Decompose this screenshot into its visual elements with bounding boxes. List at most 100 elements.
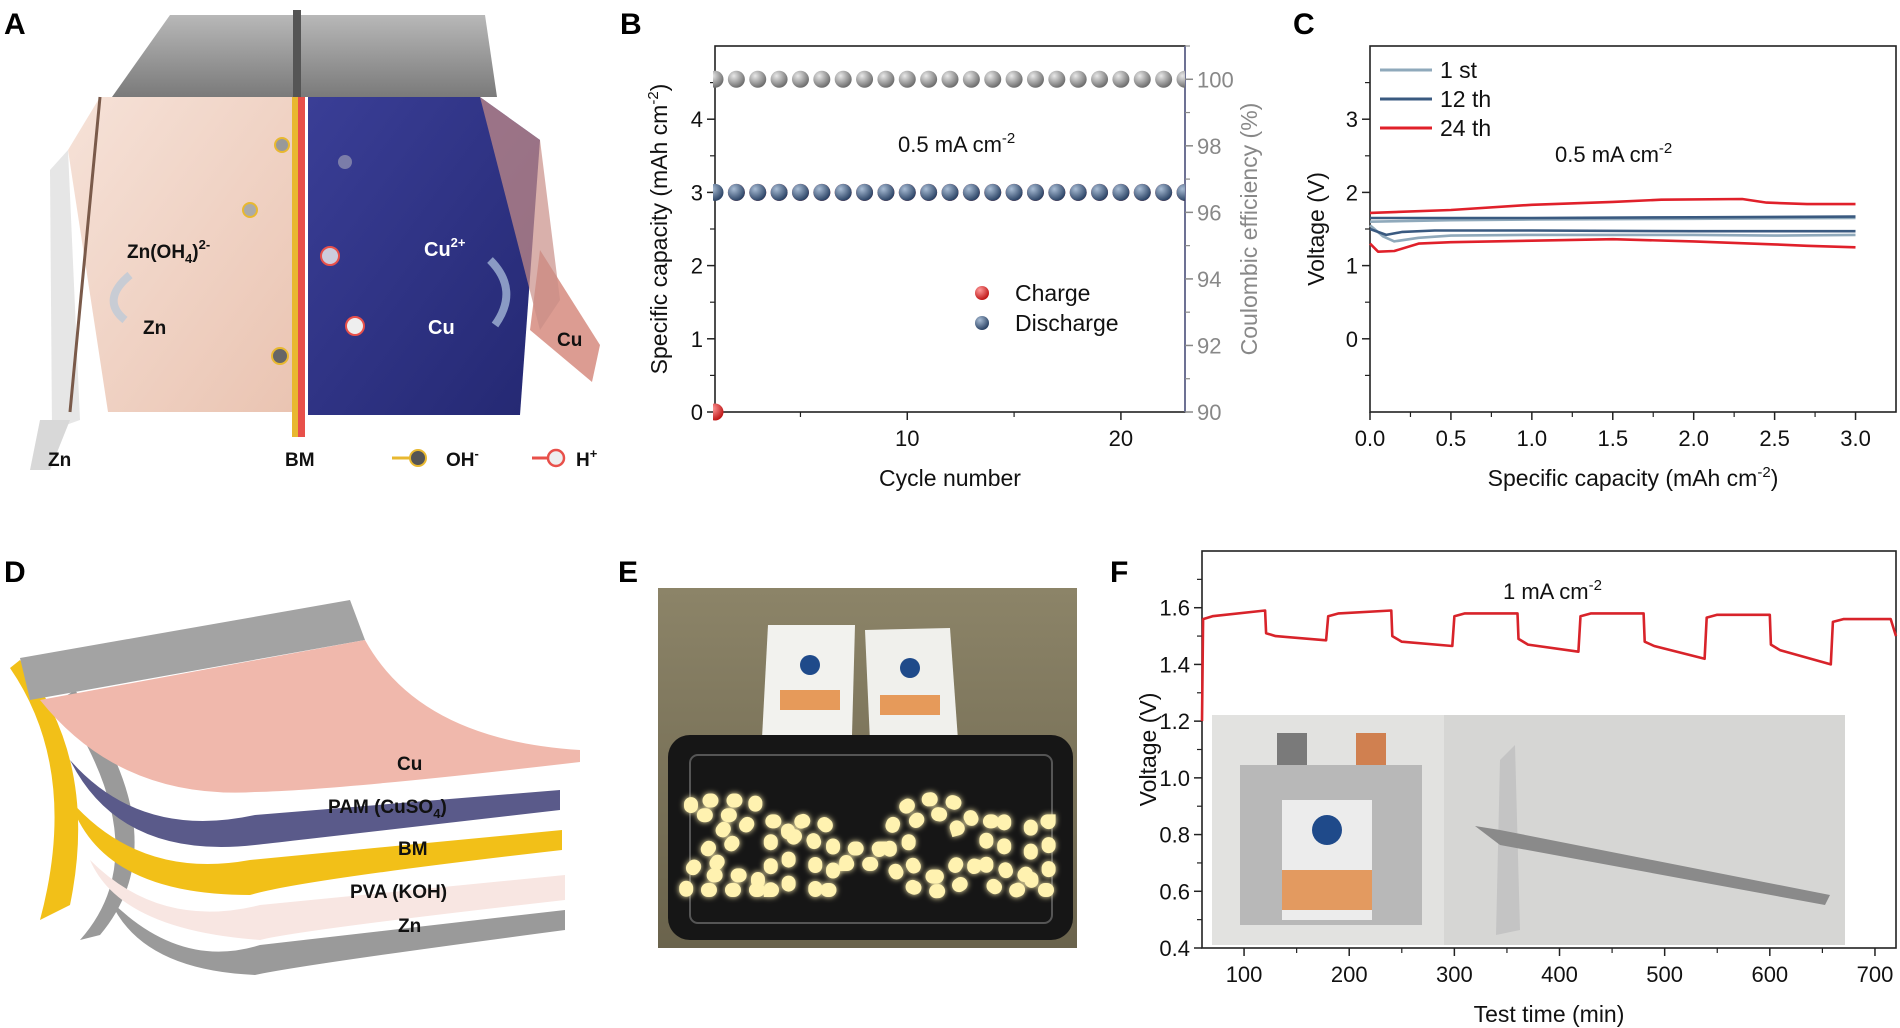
zn-top-band — [20, 600, 365, 700]
data-point-discharge — [962, 183, 980, 201]
zn-hydroxide-label: Zn(OH4)2- — [127, 237, 210, 266]
x-tick-label: 1.0 — [1517, 426, 1548, 451]
layer-label-pam: PAM (CuSO4) — [328, 797, 447, 821]
panel-label-f: F — [1110, 556, 1128, 589]
annotation: 1 mA cm-2 — [1503, 577, 1602, 604]
series-line-24-th-discharge — [1369, 237, 1856, 253]
oh-ion-icon — [242, 137, 290, 365]
data-point-coulombic-efficiency — [1005, 70, 1023, 88]
y2-tick-label: 100 — [1197, 67, 1234, 92]
legend-label: 24 th — [1440, 115, 1491, 141]
data-point-discharge — [1112, 183, 1130, 201]
reaction-arrow-icon — [487, 257, 511, 328]
panel-label-e: E — [618, 556, 638, 589]
oh-drop-icon — [392, 449, 427, 467]
y2-tick-label: 92 — [1197, 333, 1221, 358]
data-point-coulombic-efficiency — [834, 70, 852, 88]
y-tick-label: 0.4 — [1159, 936, 1190, 961]
y-tick-label: 1.2 — [1159, 709, 1190, 734]
data-point-coulombic-efficiency — [1112, 70, 1130, 88]
panel-label-d: D — [4, 556, 26, 589]
x-tick-label: 300 — [1436, 962, 1473, 987]
data-point-coulombic-efficiency — [877, 70, 895, 88]
data-point-coulombic-efficiency — [727, 70, 745, 88]
layer-pva — [90, 860, 565, 940]
y-axis-title-sup: -2 — [645, 91, 662, 104]
data-point-discharge — [984, 183, 1002, 201]
pouch-cell-1 — [762, 625, 855, 738]
cell-lid — [112, 15, 497, 97]
data-point-discharge — [941, 183, 959, 201]
data-point-discharge — [834, 183, 852, 201]
annotation-main: 1 mA cm — [1503, 579, 1589, 604]
zn-compartment — [68, 97, 292, 412]
pouch-cell-2 — [865, 628, 958, 742]
data-point-discharge — [770, 183, 788, 201]
data-point-discharge — [1133, 183, 1151, 201]
y2-tick-label: 98 — [1197, 134, 1221, 159]
legend-label: Charge — [1015, 280, 1090, 306]
led-sign — [668, 735, 1073, 940]
chart-b: 10 20 0 1 2 3 4 Cycle number Specific capacity (… — [645, 45, 1262, 491]
bm-yellow-layer — [292, 97, 298, 437]
y-tick-label: 2 — [1346, 180, 1358, 205]
x-tick-label: 600 — [1751, 962, 1788, 987]
x-axis-title: Cycle number — [879, 465, 1021, 491]
y2-axis-title: Coulombic efficiency (%) — [1236, 103, 1262, 356]
data-point-coulombic-efficiency — [984, 70, 1002, 88]
y2-tick-label: 90 — [1197, 400, 1221, 425]
y-axis-title-main: Voltage (V) — [1303, 172, 1329, 286]
layer-pam — [70, 760, 560, 847]
data-point-coulombic-efficiency — [1026, 70, 1044, 88]
cu-ion-label: Cu2+ — [424, 235, 466, 261]
data-point-coulombic-efficiency — [791, 70, 809, 88]
data-point-discharge — [813, 183, 831, 201]
annotation-main: 0.5 mA cm — [898, 132, 1002, 157]
x-tick-label: 3.0 — [1840, 426, 1871, 451]
x-tick-label: 2.5 — [1759, 426, 1790, 451]
legend-h-label: H+ — [576, 446, 598, 471]
x-tick-label: 400 — [1541, 962, 1578, 987]
y-tick-label: 2 — [691, 254, 703, 279]
legend-marker — [975, 316, 989, 330]
data-point-discharge — [1069, 183, 1087, 201]
markers — [713, 70, 1185, 421]
plot-frame — [714, 45, 1186, 413]
y-tick-label: 1 — [691, 327, 703, 352]
panel-label-a: A — [4, 8, 26, 41]
series-line-1-st-discharge — [1369, 224, 1856, 243]
led-sign-text: Zn-Cu — [682, 772, 1057, 918]
x-axis-title: Test time (min) — [1474, 1001, 1625, 1027]
y-tick-label: 3 — [1346, 107, 1358, 132]
x-axis-title-main: Cycle number — [879, 465, 1021, 491]
y-tick-label: 1.6 — [1159, 596, 1190, 621]
x-axis-title-sup: -2 — [1757, 464, 1770, 481]
chart-c: 0.0 0.5 1.0 1.5 2.0 2.5 3.0 0 1 2 3 Specific capaci… — [1303, 45, 1897, 491]
layer-label-pva: PVA (KOH) — [350, 882, 447, 903]
x-tick-label: 0.0 — [1355, 426, 1386, 451]
annotation-main: 0.5 mA cm — [1555, 142, 1659, 167]
annotation-sup: -2 — [1659, 140, 1672, 157]
y2-tick-label: 94 — [1197, 267, 1221, 292]
legend-bm-label: BM — [285, 450, 315, 471]
chart-f: 100 200 300 400 500 600 700 0.4 0.6 0.8 1.0 1.2 1.4 1… — [1135, 550, 1898, 1027]
data-point-coulombic-efficiency — [749, 70, 767, 88]
reaction-arrow-icon — [109, 271, 133, 324]
series-line-12-th-charge — [1370, 215, 1856, 220]
x-tick-label: 200 — [1331, 962, 1368, 987]
data-point-coulombic-efficiency — [1069, 70, 1087, 88]
x-tick-label: 2.0 — [1678, 426, 1709, 451]
y-tick-label: 3 — [691, 180, 703, 205]
y-tick-label: 0 — [1346, 327, 1358, 352]
series-line-12-th-discharge — [1369, 227, 1856, 237]
pouch-cell-inset-photo — [1212, 715, 1845, 945]
lid-divider — [293, 10, 301, 110]
y-tick-label: 0.6 — [1159, 879, 1190, 904]
y-tick-label: 0 — [691, 400, 703, 425]
zn-electrode — [50, 150, 80, 430]
data-point-coulombic-efficiency — [770, 70, 788, 88]
data-point-discharge — [898, 183, 916, 201]
data-point-coulombic-efficiency — [962, 70, 980, 88]
data-point-coulombic-efficiency — [713, 70, 724, 88]
legend-label: 12 th — [1440, 86, 1491, 112]
